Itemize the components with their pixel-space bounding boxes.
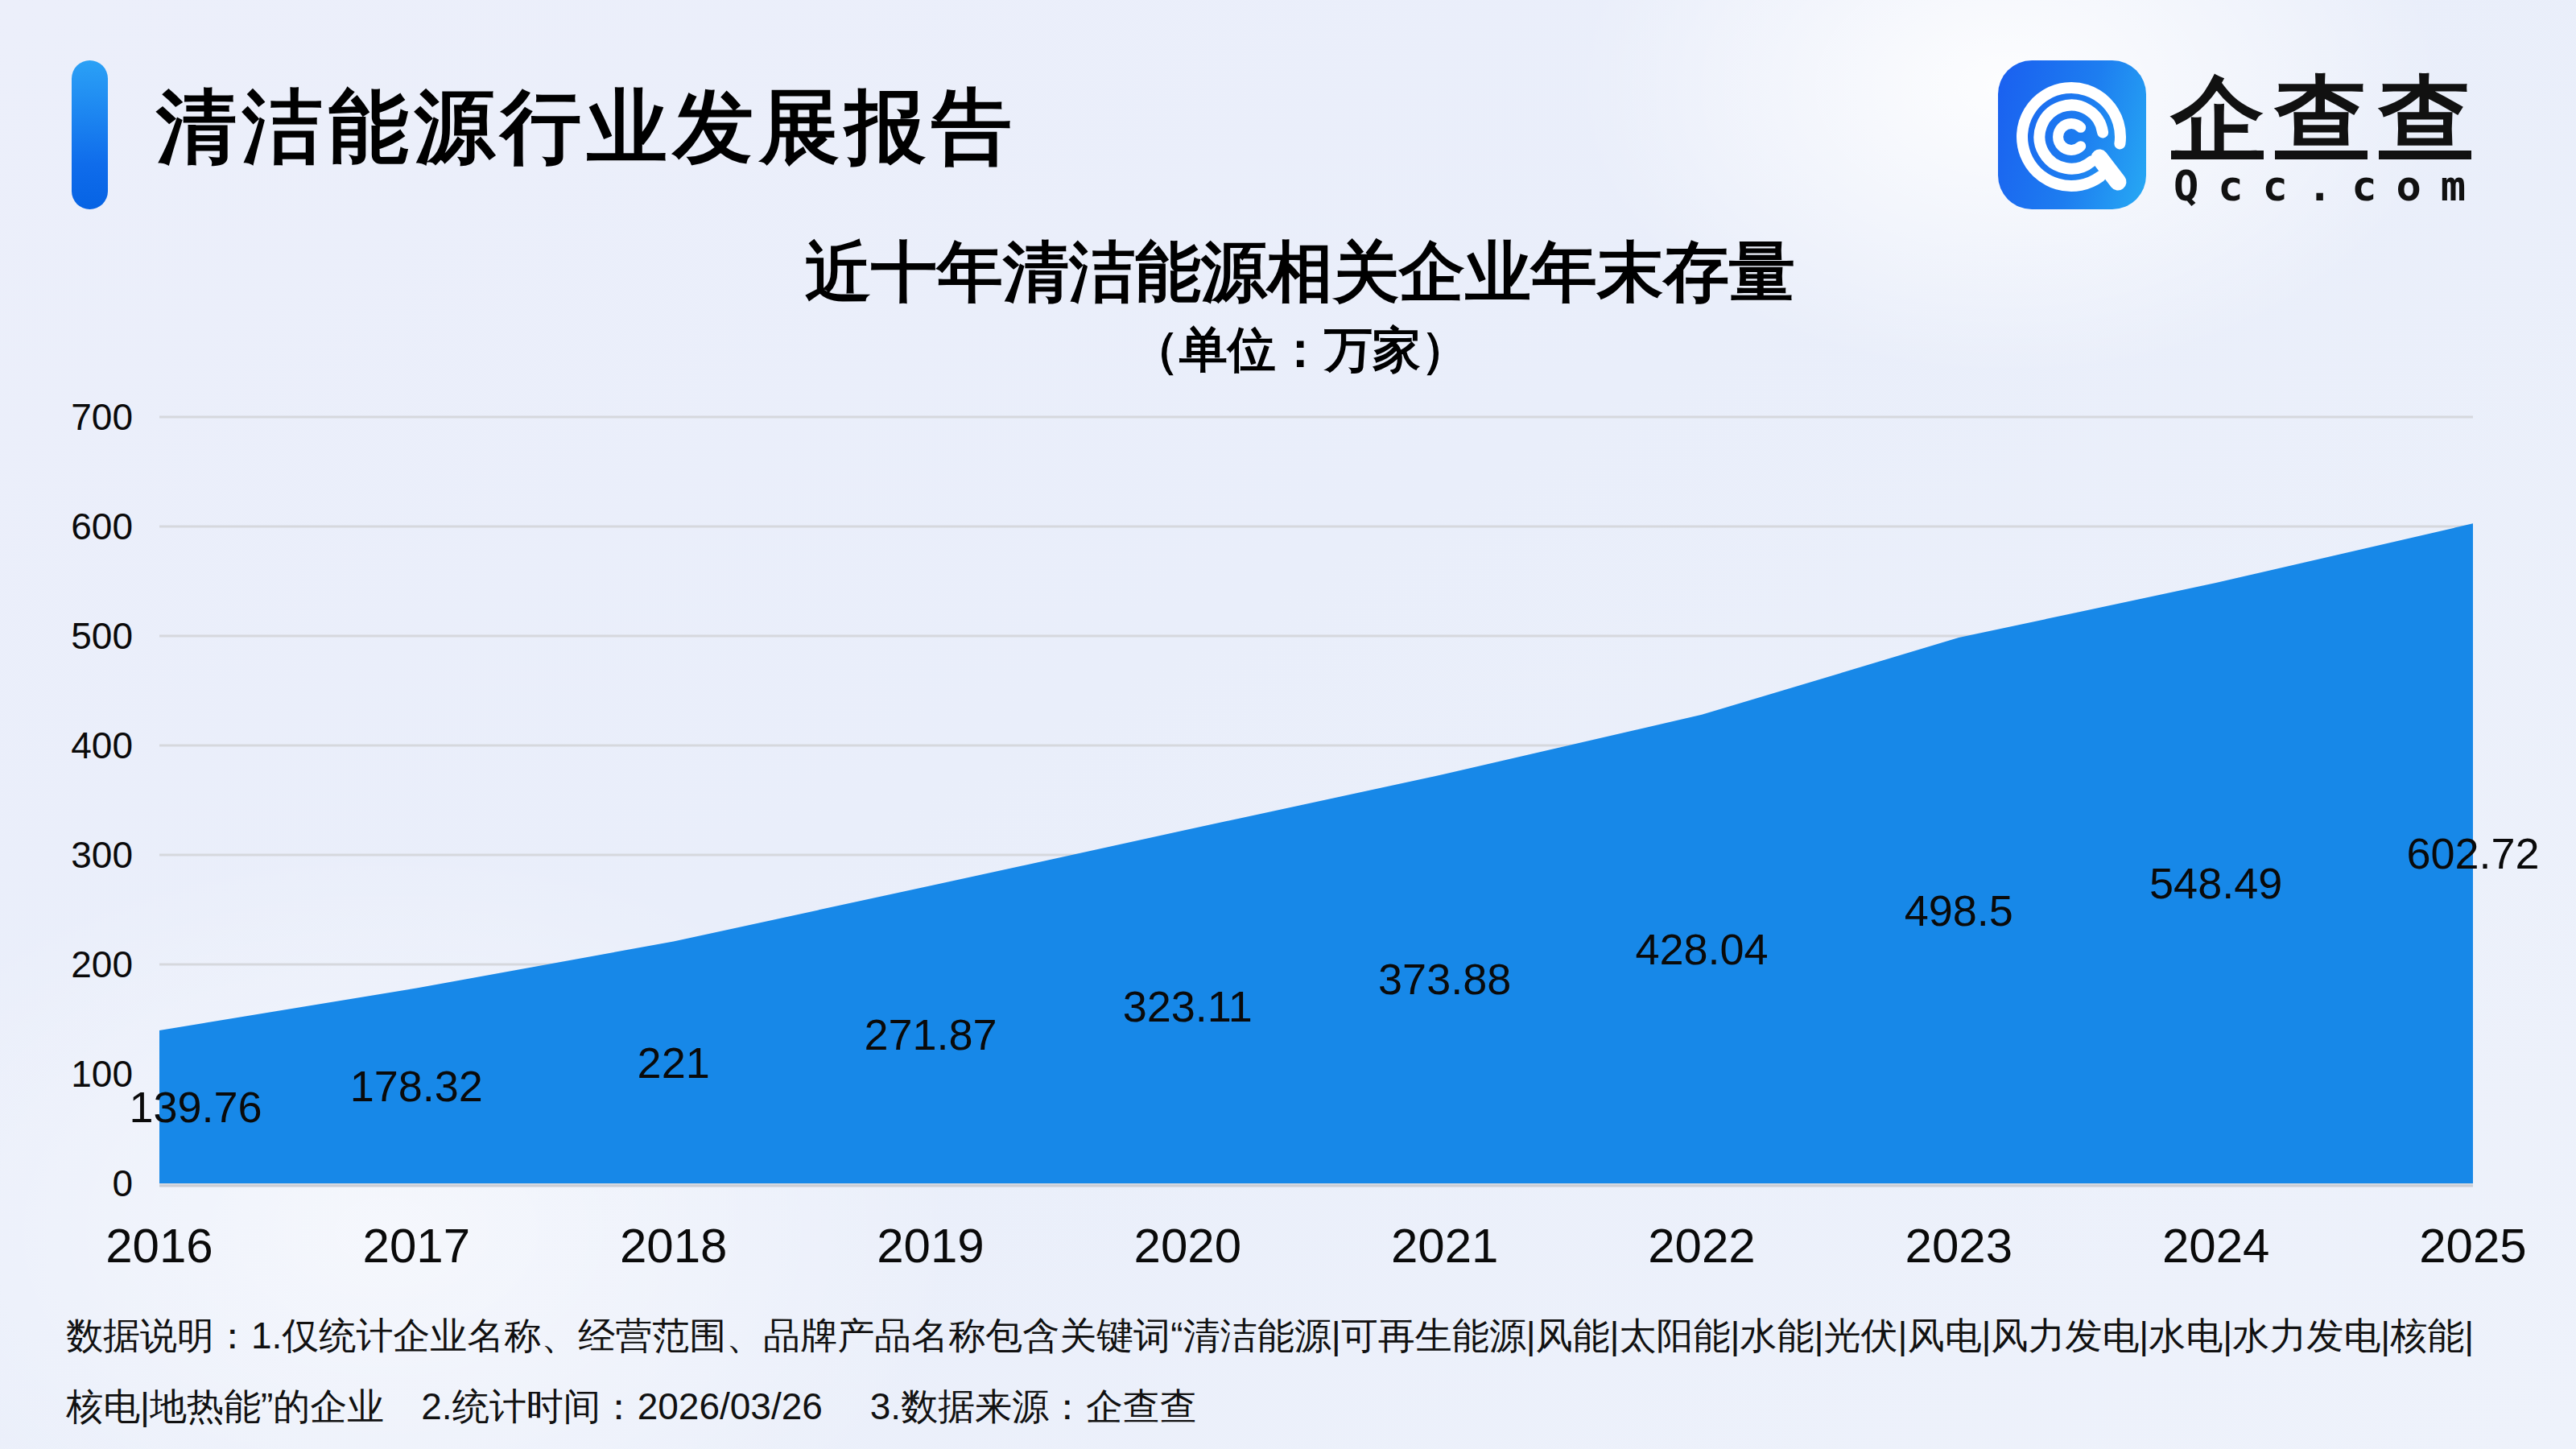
x-tick-label: 2025 — [2419, 1219, 2526, 1273]
qcc-logo-domain: Qcc.com — [2174, 162, 2485, 210]
area-chart: 0 100 200 300 400 500 600 700 2016 2017 2018 2019 20… — [0, 354, 2576, 1320]
y-tick-label: 600 — [71, 506, 133, 547]
data-label: 178.32 — [350, 1062, 483, 1110]
x-tick-label: 2018 — [620, 1219, 727, 1273]
y-tick-label: 500 — [71, 615, 133, 657]
data-label: 271.87 — [864, 1010, 997, 1059]
data-label: 498.5 — [1905, 886, 2013, 935]
qcc-logo-icon — [1998, 60, 2146, 209]
data-label: 548.49 — [2149, 859, 2282, 907]
magnifier-spiral-icon — [1998, 60, 2146, 209]
x-tick-label: 2019 — [877, 1219, 984, 1273]
footer-line1: 数据说明：1.仅统计企业名称、经营范围、品牌产品名称包含关键词“清洁能源|可再生… — [66, 1317, 2553, 1354]
qcc-logo-name: 企查查 — [2171, 72, 2471, 165]
data-label: 323.11 — [1123, 982, 1253, 1030]
x-tick-label: 2023 — [1905, 1219, 2013, 1273]
title-accent-bar — [72, 60, 108, 209]
footer-line2: 核电|地热能”的企业 2.统计时间：2026/03/26 3.数据来源：企查查 — [66, 1388, 2553, 1425]
y-tick-label: 200 — [71, 943, 133, 985]
report-title: 清洁能源行业发展报告 — [156, 86, 1018, 167]
y-tick-label: 0 — [112, 1162, 133, 1204]
x-tick-label: 2017 — [363, 1219, 470, 1273]
x-tick-label: 2016 — [105, 1219, 213, 1273]
qcc-logo-char: 查 — [2379, 72, 2471, 159]
x-tick-label: 2021 — [1391, 1219, 1498, 1273]
data-label: 428.04 — [1635, 925, 1768, 973]
qcc-logo-char: 查 — [2275, 72, 2368, 159]
area-series — [159, 523, 2473, 1183]
data-label: 221 — [638, 1038, 710, 1087]
footer-notes: 数据说明：1.仅统计企业名称、经营范围、品牌产品名称包含关键词“清洁能源|可再生… — [66, 1317, 2553, 1425]
x-tick-label: 2024 — [2162, 1219, 2269, 1273]
qcc-logo-char: 企 — [2171, 72, 2264, 159]
y-tick-label: 300 — [71, 834, 133, 876]
y-tick-label: 400 — [71, 724, 133, 766]
chart-title: 近十年清洁能源相关企业年末存量 — [0, 239, 2576, 305]
data-label: 139.76 — [129, 1083, 262, 1131]
y-tick-label: 100 — [71, 1053, 133, 1095]
x-tick-label: 2020 — [1134, 1219, 1241, 1273]
report-page: 清洁能源行业发展报告 企查查 Qcc.com 近十年清洁能源相关企业年末存量 （… — [0, 0, 2576, 1449]
data-label: 602.72 — [2406, 829, 2539, 877]
data-label: 373.88 — [1378, 955, 1511, 1003]
y-tick-label: 700 — [71, 396, 133, 438]
x-tick-label: 2022 — [1648, 1219, 1755, 1273]
